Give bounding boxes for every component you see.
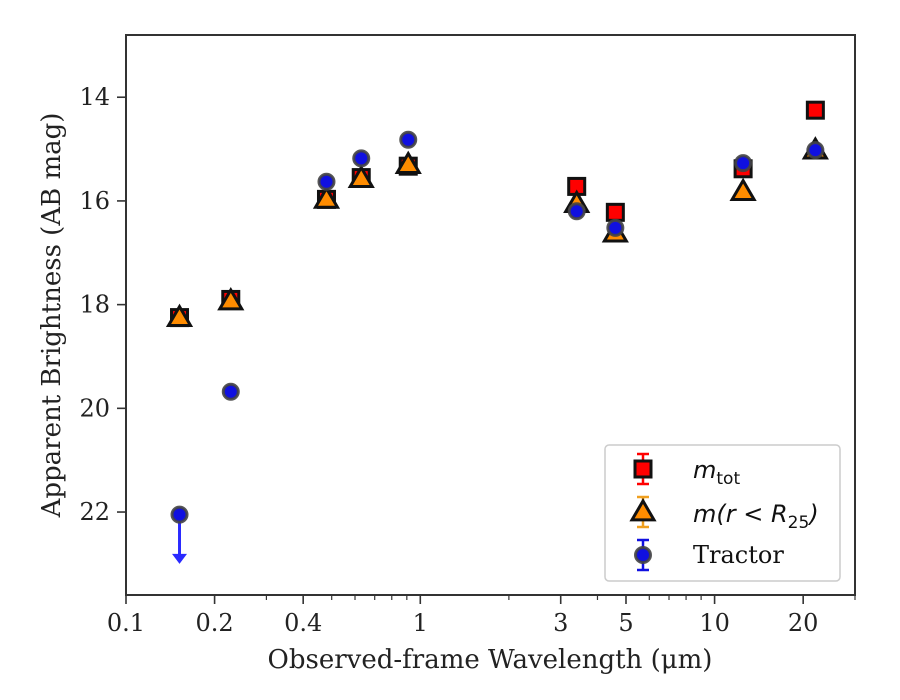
data-point [729, 177, 757, 202]
x-tick-label: 10 [699, 609, 730, 637]
data-point [347, 164, 375, 189]
x-tick-label: 5 [618, 609, 633, 637]
legend-box [604, 444, 841, 582]
upper-limit-arrow-head [172, 553, 188, 564]
legend-marker [629, 498, 657, 522]
y-tick-label: 16 [79, 187, 110, 215]
x-tick-label: 20 [788, 609, 819, 637]
data-series-layer [165, 100, 829, 564]
data-point [317, 172, 336, 191]
data-point [606, 218, 625, 237]
data-point [806, 141, 825, 160]
data-point [399, 130, 418, 149]
data-point [605, 202, 625, 222]
y-axis-ticks: 14 16 18 20 22 [79, 83, 126, 526]
legend-entry-tractor: Tractor [693, 541, 784, 569]
data-point [165, 303, 194, 328]
x-axis-ticks: 0.1 0.2 0.4 1 3 5 10 20 [107, 595, 856, 637]
legend-entry-mtot: mtot [693, 456, 740, 489]
x-tick-label: 1 [413, 609, 428, 637]
x-tick-label: 0.4 [284, 609, 322, 637]
data-point [394, 150, 422, 175]
y-axis-label: Apparent Brightness (AB mag) [37, 113, 67, 519]
x-axis-label: Observed-frame Wavelength (μm) [268, 645, 713, 675]
legend-marker [633, 459, 653, 479]
y-tick-label: 20 [79, 394, 110, 422]
data-point [352, 149, 371, 168]
data-point [221, 382, 240, 401]
x-tick-label: 3 [553, 609, 568, 637]
y-tick-label: 22 [79, 498, 110, 526]
x-tick-label: 0.2 [196, 609, 234, 637]
data-point [567, 202, 586, 221]
data-point [734, 154, 753, 173]
series-2 [170, 130, 825, 564]
legend: mtot m(r < R25) Tractor [604, 444, 841, 582]
data-point [217, 287, 245, 311]
data-point [805, 100, 825, 120]
legend-entry-m-r25: m(r < R25) [693, 500, 819, 533]
data-point [312, 185, 341, 209]
x-tick-label: 0.1 [107, 609, 145, 637]
data-point [170, 505, 189, 524]
legend-marker [634, 546, 652, 564]
y-tick-label: 18 [79, 291, 110, 319]
y-tick-label: 14 [79, 83, 110, 111]
legend-markers [629, 452, 657, 572]
